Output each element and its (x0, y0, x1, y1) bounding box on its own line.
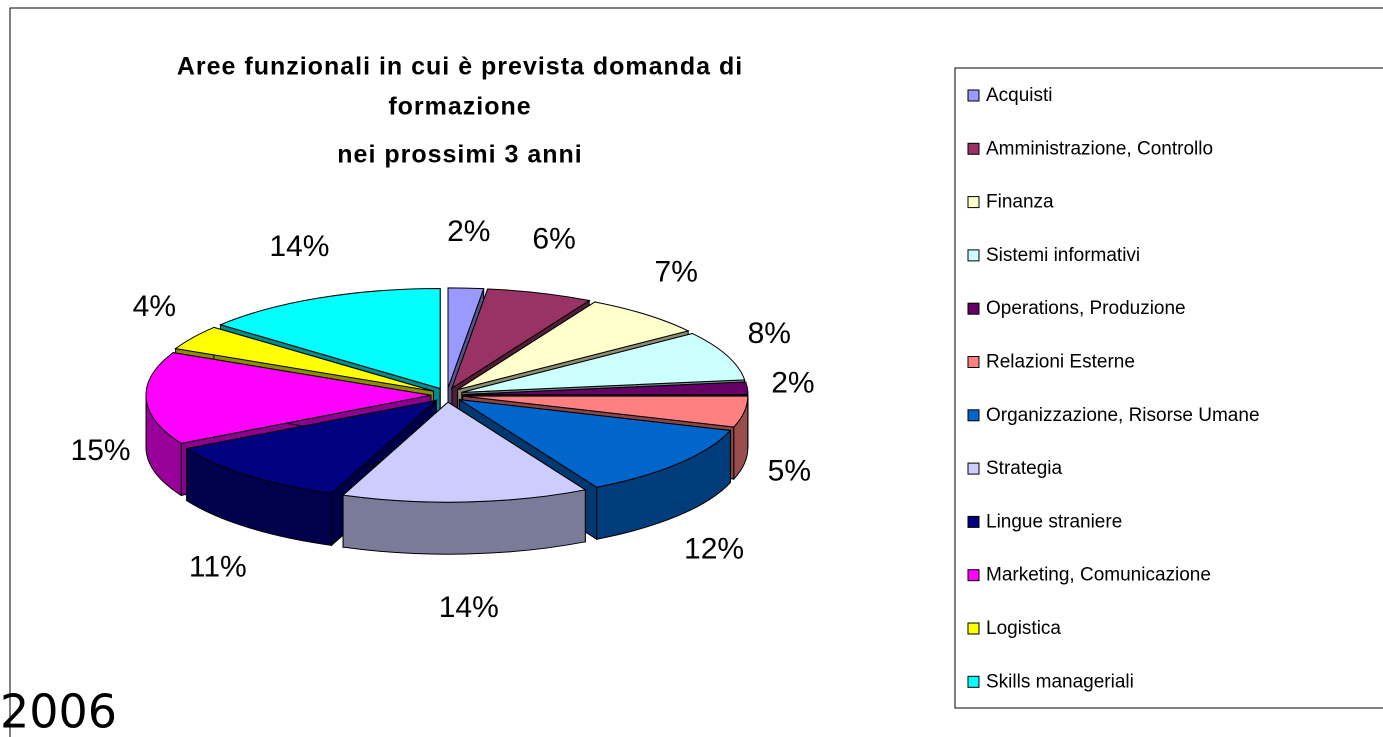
legend-label: Lingue straniere (986, 511, 1122, 532)
legend-box (954, 67, 1383, 709)
legend-swatch (967, 569, 980, 582)
slice-top (174, 326, 434, 392)
data-label: 15% (71, 434, 131, 467)
data-label: 14% (269, 230, 329, 263)
legend-swatch (967, 249, 980, 262)
legend-label: Marketing, Comunicazione (986, 565, 1211, 586)
legend-label: Skills manageriali (986, 671, 1134, 692)
slice-top (185, 399, 439, 494)
data-label: 12% (684, 532, 744, 565)
legend-swatch (967, 196, 980, 209)
data-label: 14% (439, 591, 499, 624)
annotation: 2006 (0, 685, 117, 737)
slice-top (447, 287, 485, 388)
slice-top (145, 352, 432, 444)
legend-swatch (967, 356, 980, 368)
legend-label: Amministrazione, Controllo (986, 138, 1213, 159)
data-label: 8% (748, 317, 791, 350)
legend-label: Relazioni Esterne (986, 352, 1135, 373)
legend-label: Acquisti (986, 85, 1053, 106)
slice-top (462, 395, 749, 428)
slice-top (459, 399, 732, 488)
pie-slice (341, 401, 587, 555)
data-label: 4% (133, 290, 176, 323)
legend-swatch (967, 409, 980, 422)
legend-label: Strategia (986, 458, 1062, 479)
slice-top (457, 301, 690, 391)
slice-top (341, 401, 587, 503)
legend-swatch (967, 622, 980, 635)
legend-label: Organizzazione, Risorse Umane (986, 405, 1260, 426)
chart-title: formazione (388, 93, 531, 121)
slice-top (462, 381, 749, 396)
data-label: 5% (768, 454, 811, 487)
data-label: 2% (447, 215, 490, 248)
legend-swatch (967, 462, 980, 475)
data-label: 11% (189, 551, 247, 584)
chart-title: nei prossimi 3 anni (337, 141, 582, 169)
chart-title: Aree funzionali in cui è prevista domand… (177, 53, 743, 81)
legend-label: Logistica (986, 618, 1061, 639)
legend-swatch (967, 515, 980, 528)
slice-top (461, 333, 746, 393)
legend-swatch (967, 142, 980, 155)
legend-swatch (967, 302, 980, 315)
legend-label: Operations, Produzione (986, 298, 1186, 319)
data-label: 6% (532, 223, 575, 256)
slice-top (450, 288, 591, 390)
data-label: 2% (771, 367, 814, 400)
legend-label: Sistemi informativi (986, 245, 1140, 266)
legend-label: Finanza (986, 192, 1054, 213)
slice-top (219, 287, 441, 390)
legend-swatch (967, 675, 980, 688)
data-label: 7% (655, 255, 698, 288)
legend-swatch (967, 89, 980, 102)
